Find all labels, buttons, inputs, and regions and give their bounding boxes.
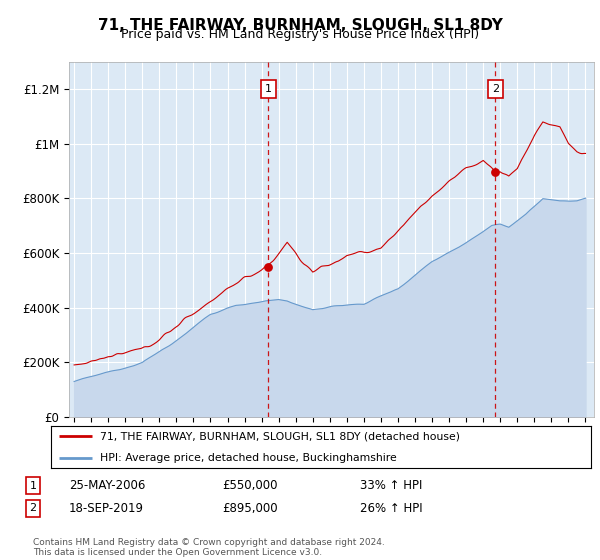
Point	[263, 262, 273, 271]
Text: 25-MAY-2006: 25-MAY-2006	[69, 479, 145, 492]
Text: 2: 2	[492, 84, 499, 94]
Text: Contains HM Land Registry data © Crown copyright and database right 2024.
This d: Contains HM Land Registry data © Crown c…	[33, 538, 385, 557]
Text: £550,000: £550,000	[222, 479, 277, 492]
Text: 33% ↑ HPI: 33% ↑ HPI	[360, 479, 422, 492]
Text: 71, THE FAIRWAY, BURNHAM, SLOUGH, SL1 8DY (detached house): 71, THE FAIRWAY, BURNHAM, SLOUGH, SL1 8D…	[100, 431, 460, 441]
Text: HPI: Average price, detached house, Buckinghamshire: HPI: Average price, detached house, Buck…	[100, 454, 397, 463]
Text: 26% ↑ HPI: 26% ↑ HPI	[360, 502, 422, 515]
Text: 2: 2	[29, 503, 37, 514]
Text: 1: 1	[29, 480, 37, 491]
Point	[491, 168, 500, 177]
Text: 1: 1	[265, 84, 272, 94]
Text: 71, THE FAIRWAY, BURNHAM, SLOUGH, SL1 8DY: 71, THE FAIRWAY, BURNHAM, SLOUGH, SL1 8D…	[98, 18, 502, 33]
Text: 18-SEP-2019: 18-SEP-2019	[69, 502, 144, 515]
Text: £895,000: £895,000	[222, 502, 278, 515]
Text: Price paid vs. HM Land Registry's House Price Index (HPI): Price paid vs. HM Land Registry's House …	[121, 28, 479, 41]
